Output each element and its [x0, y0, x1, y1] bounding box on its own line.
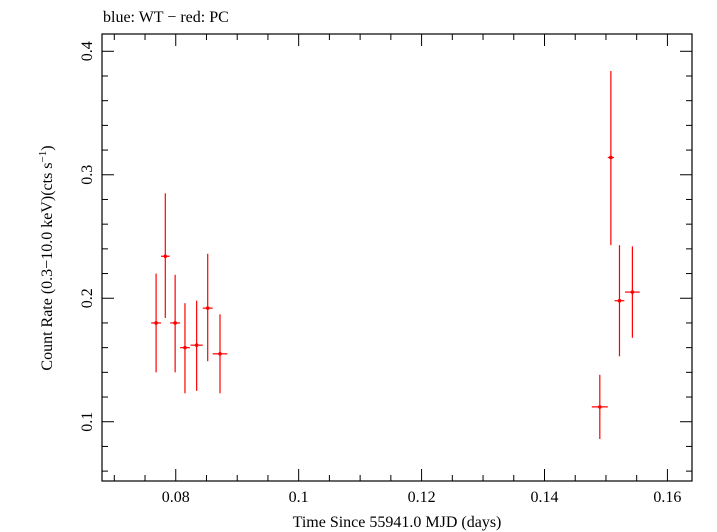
- y-axis-label-sup: −1: [37, 151, 49, 163]
- data-point: [180, 303, 190, 394]
- point-marker: [630, 290, 635, 294]
- point-marker: [218, 352, 222, 356]
- plot-frame: [101, 33, 693, 482]
- data-point: [151, 273, 161, 373]
- data-point: [625, 246, 640, 338]
- x-axis-label: Time Since 55941.0 MJD (days): [293, 514, 502, 531]
- axis-ticks: 0.08 0.1 0.12 0.14 0.16 0.1 0.2 0.3 0.4: [79, 34, 692, 506]
- data-point: [202, 253, 213, 362]
- point-marker: [609, 155, 613, 160]
- point-marker: [617, 298, 622, 303]
- x-tick-label: 0.14: [531, 489, 559, 506]
- y-axis-label-close: ): [39, 145, 56, 150]
- data-point: [607, 71, 614, 246]
- y-axis-label-main: Count Rate (0.3−10.0 keV)(cts s: [39, 162, 56, 370]
- point-marker: [154, 321, 158, 325]
- x-tick-label: 0.12: [408, 489, 436, 506]
- point-marker: [194, 343, 199, 347]
- x-tick-label: 0.1: [289, 489, 309, 506]
- data-points: [151, 71, 640, 440]
- point-marker: [183, 345, 187, 350]
- y-tick-label: 0.4: [79, 41, 96, 61]
- chart-title: blue: WT − red: PC: [103, 9, 229, 26]
- data-point: [212, 314, 228, 394]
- x-tick-label: 0.08: [162, 489, 190, 506]
- point-marker: [173, 321, 177, 325]
- point-marker: [598, 405, 602, 409]
- data-point: [614, 245, 625, 357]
- y-axis-label: Count Rate (0.3−10.0 keV)(cts s−1): [37, 145, 56, 370]
- data-point: [591, 374, 608, 440]
- data-point: [161, 193, 170, 319]
- point-marker: [205, 306, 210, 310]
- y-tick-label: 0.1: [79, 412, 96, 432]
- y-tick-label: 0.2: [79, 288, 96, 308]
- y-tick-label: 0.3: [79, 165, 96, 185]
- point-marker: [163, 254, 168, 259]
- data-point: [190, 300, 203, 391]
- data-point: [170, 274, 181, 373]
- x-tick-label: 0.16: [653, 489, 681, 506]
